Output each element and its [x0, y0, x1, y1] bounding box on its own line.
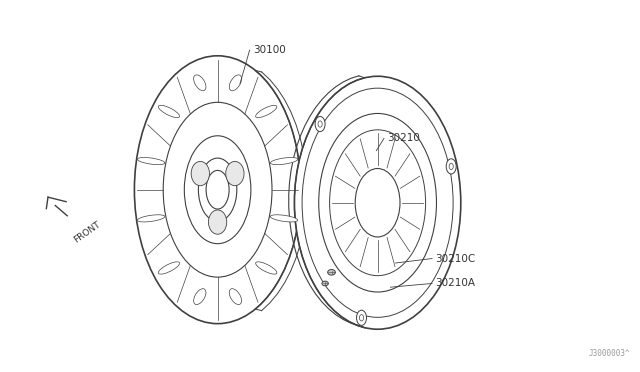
- Ellipse shape: [322, 281, 328, 286]
- Ellipse shape: [138, 215, 165, 222]
- Ellipse shape: [158, 105, 180, 118]
- Text: 30210A: 30210A: [435, 279, 476, 288]
- Ellipse shape: [184, 136, 251, 244]
- Ellipse shape: [294, 76, 461, 329]
- Text: 30210C: 30210C: [435, 254, 476, 263]
- Ellipse shape: [138, 157, 165, 165]
- Ellipse shape: [270, 157, 298, 165]
- Ellipse shape: [318, 121, 322, 127]
- Ellipse shape: [356, 310, 367, 326]
- Ellipse shape: [255, 105, 277, 118]
- Ellipse shape: [158, 262, 180, 274]
- Ellipse shape: [446, 159, 456, 174]
- Ellipse shape: [255, 262, 277, 274]
- Text: 30210: 30210: [387, 134, 420, 143]
- Text: FRONT: FRONT: [72, 220, 102, 245]
- Ellipse shape: [449, 163, 453, 170]
- Ellipse shape: [226, 161, 244, 186]
- Ellipse shape: [229, 75, 241, 91]
- Ellipse shape: [229, 289, 241, 305]
- Ellipse shape: [209, 210, 227, 234]
- Ellipse shape: [328, 269, 335, 275]
- Ellipse shape: [355, 169, 400, 237]
- Ellipse shape: [270, 215, 298, 222]
- Ellipse shape: [194, 289, 206, 305]
- Ellipse shape: [319, 113, 436, 292]
- Text: 30100: 30100: [253, 45, 285, 55]
- Ellipse shape: [194, 75, 206, 91]
- Text: J3000003^: J3000003^: [589, 349, 630, 358]
- Ellipse shape: [191, 161, 209, 186]
- Ellipse shape: [360, 315, 364, 321]
- Ellipse shape: [315, 116, 325, 132]
- Ellipse shape: [134, 56, 301, 324]
